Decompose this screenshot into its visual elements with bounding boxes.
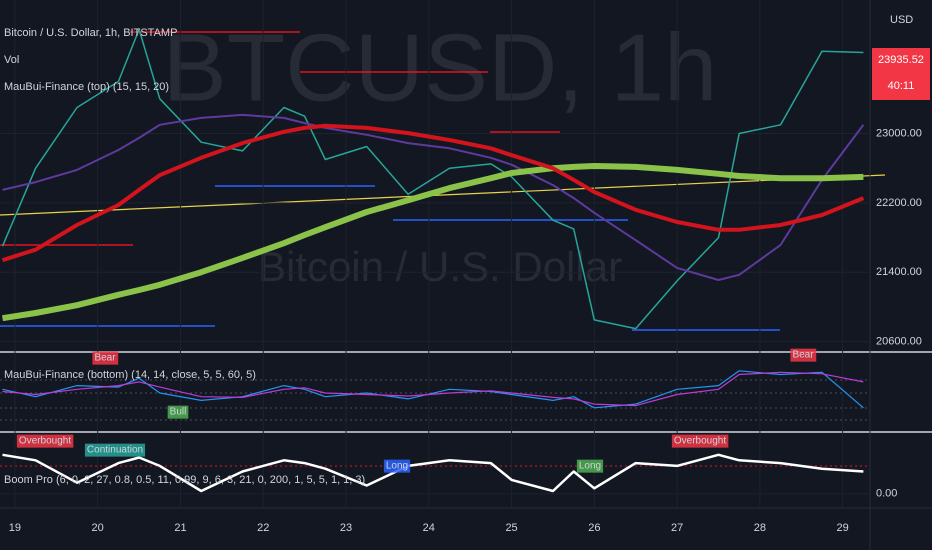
price-tag [872,48,930,100]
currency: USD [890,14,913,26]
series-line [1,123,865,263]
signal-label: Bull [170,407,187,418]
signal-box [92,351,119,365]
signal-box [383,459,411,473]
x-tick-label: 22 [257,522,269,534]
levels [0,31,780,331]
x-tick-label: 28 [754,522,766,534]
x-tick-label: 24 [423,522,435,534]
signal-label: Bear [792,350,814,361]
pane-title: MauBui-Finance (bottom) (14, 14, close, … [4,369,256,381]
chart-title: Bitcoin / U.S. Dollar, 1h, BITSTAMP [4,27,177,39]
y-tick-label: 21400.00 [876,266,922,278]
watermark: BTCUSD, 1h [163,14,718,121]
x-tick-label: 25 [505,522,517,534]
signal-box [84,443,146,457]
y-tick-label: 0.00 [876,488,897,500]
indicator-label: MauBui-Finance (top) (15, 15, 20) [4,81,169,93]
countdown: 40:11 [888,80,915,92]
y-tick-label: 20600.00 [876,336,922,348]
y-tick-label: 22200.00 [876,197,922,209]
signal-label: Overbought [19,436,71,447]
x-tick-label: 23 [340,522,352,534]
x-tick-label: 19 [9,522,21,534]
series-line [2,113,865,281]
pane-title: Boom Pro (6, 0, 2, 27, 0.8, 0.5, 11, 0.9… [4,474,365,486]
signal-box [671,434,729,448]
series-line [1,28,864,330]
series-line [2,163,864,322]
indicator-label: Vol [4,54,19,66]
signal-label: Long [386,461,408,472]
signal-box [790,348,817,362]
signal-label: Overbought [674,436,726,447]
x-tick-label: 29 [837,522,849,534]
series-line [2,453,864,493]
y-tick-label: 23000.00 [876,127,922,139]
signal-label: Bear [94,353,116,364]
trendline [0,174,886,216]
x-tick-label: 20 [92,522,104,534]
watermark: Bitcoin / U.S. Dollar [258,243,622,290]
signal-box [576,459,604,473]
signal-label: Long [579,461,601,472]
signal-box [167,405,189,419]
x-tick-label: 26 [588,522,600,534]
x-tick-label: 21 [174,522,186,534]
last-price: 23935.52 [878,54,924,66]
series-line [2,371,864,407]
signal-label: Continuation [87,445,143,456]
x-tick-label: 27 [671,522,683,534]
signal-box [16,434,74,448]
